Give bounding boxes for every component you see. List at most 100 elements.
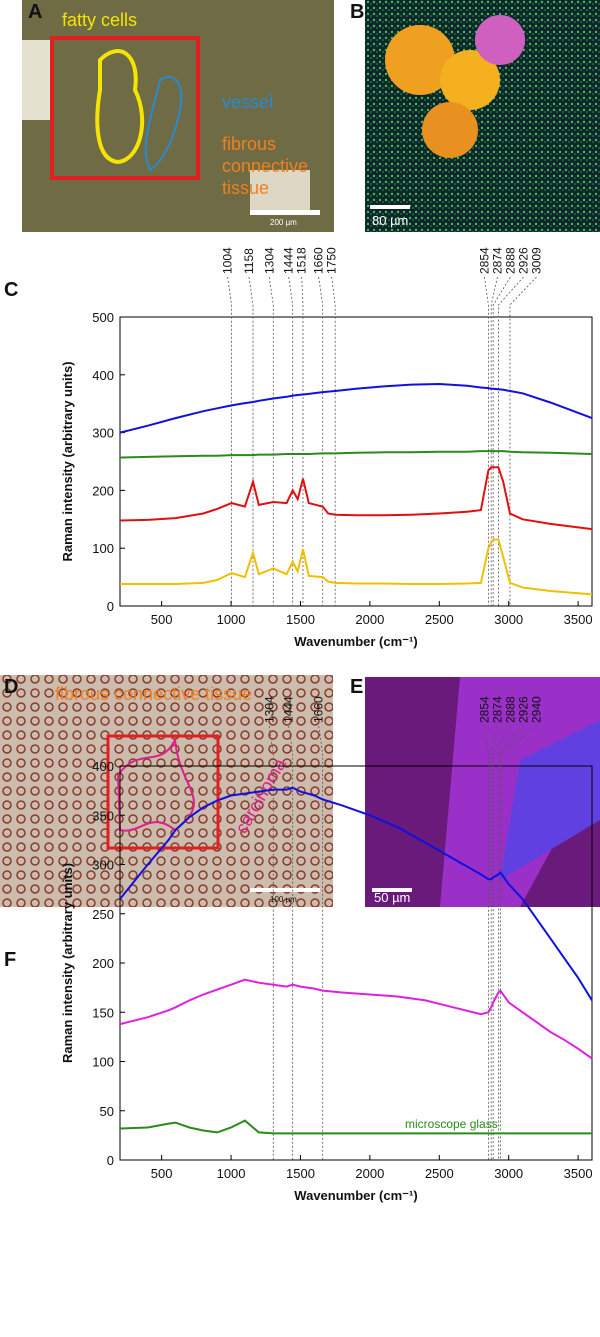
y-tick-label: 400 bbox=[92, 368, 114, 383]
y-tick-label: 350 bbox=[92, 808, 114, 823]
y-tick-label: 150 bbox=[92, 1005, 114, 1020]
panel-letter: A bbox=[28, 1, 42, 23]
panel-e: E 50 µm bbox=[350, 676, 600, 907]
peak-label: 1004 bbox=[221, 247, 235, 274]
blob bbox=[440, 50, 500, 110]
peak-label: 2926 bbox=[516, 696, 530, 723]
peak-label: 2874 bbox=[490, 247, 504, 274]
y-tick-label: 0 bbox=[107, 1153, 114, 1168]
blob bbox=[385, 25, 455, 95]
x-tick-label: 2000 bbox=[355, 612, 384, 627]
peak-line bbox=[331, 276, 336, 606]
scale-bar bbox=[250, 888, 320, 892]
peak-line bbox=[268, 276, 274, 606]
peak-line bbox=[492, 276, 511, 606]
x-tick-label: 3000 bbox=[494, 612, 523, 627]
peak-label: 1444 bbox=[282, 247, 296, 274]
scale-label: 50 µm bbox=[374, 890, 410, 905]
peak-line bbox=[484, 725, 489, 1160]
peak-line bbox=[490, 276, 498, 606]
scale-bar bbox=[372, 888, 412, 892]
series-line bbox=[119, 450, 593, 459]
x-tick-label: 2500 bbox=[425, 1166, 454, 1181]
peak-line bbox=[288, 276, 294, 606]
y-tick-label: 50 bbox=[100, 1104, 114, 1119]
x-axis-label: Wavenumber (cm⁻¹) bbox=[294, 1188, 417, 1203]
series-line bbox=[119, 978, 593, 1060]
x-tick-label: 1500 bbox=[286, 1166, 315, 1181]
series-line bbox=[119, 382, 593, 434]
peak-label: 2854 bbox=[477, 247, 491, 274]
peak-label: 3009 bbox=[529, 247, 543, 274]
x-tick-label: 1000 bbox=[217, 1166, 246, 1181]
y-tick-label: 250 bbox=[92, 907, 114, 922]
peak-label: 1518 bbox=[295, 247, 309, 274]
blob bbox=[475, 15, 525, 65]
series-line bbox=[120, 538, 593, 596]
peak-line bbox=[509, 276, 537, 606]
peak-label: 2888 bbox=[503, 247, 517, 274]
peak-label: 2888 bbox=[503, 696, 517, 723]
roi-box bbox=[50, 36, 200, 180]
x-tick-label: 500 bbox=[151, 612, 173, 627]
y-axis-label: Raman intensity (arbitrary units) bbox=[60, 863, 75, 1063]
panel-letter: E bbox=[350, 676, 363, 698]
peak-line bbox=[248, 276, 254, 606]
scale-bar bbox=[370, 205, 410, 209]
panel-letter: C bbox=[4, 279, 18, 301]
peak-line bbox=[490, 725, 498, 1160]
x-tick-label: 3500 bbox=[564, 1166, 593, 1181]
peak-line bbox=[499, 725, 537, 1160]
peak-label: 1444 bbox=[282, 696, 296, 723]
peak-label: 1304 bbox=[262, 247, 276, 274]
peak-label: 1660 bbox=[312, 696, 326, 723]
y-tick-label: 300 bbox=[92, 426, 114, 441]
label: vessel bbox=[222, 92, 273, 112]
label: fibrous bbox=[222, 134, 276, 154]
label: fibrous connective tissue bbox=[55, 684, 252, 704]
label: fatty cells bbox=[62, 10, 137, 30]
peak-label: 2854 bbox=[477, 696, 491, 723]
peak-line bbox=[492, 725, 511, 1160]
y-tick-label: 100 bbox=[92, 541, 114, 556]
label: tissue bbox=[222, 178, 269, 198]
blob bbox=[422, 102, 478, 158]
x-tick-label: 2000 bbox=[355, 1166, 384, 1181]
peak-label: 1304 bbox=[262, 696, 276, 723]
y-tick-label: 200 bbox=[92, 483, 114, 498]
panel-b: B 80 µm bbox=[350, 0, 600, 232]
micrograph bbox=[0, 675, 333, 907]
x-tick-label: 3000 bbox=[494, 1166, 523, 1181]
scale-label: 200 µm bbox=[270, 218, 297, 227]
peak-label: 1750 bbox=[325, 247, 339, 274]
x-tick-label: 3500 bbox=[564, 612, 593, 627]
x-tick-label: 500 bbox=[151, 1166, 173, 1181]
series-line bbox=[119, 786, 593, 1001]
peak-line bbox=[301, 276, 304, 606]
peak-line bbox=[498, 725, 524, 1160]
region bbox=[500, 720, 600, 880]
y-tick-label: 200 bbox=[92, 956, 114, 971]
y-tick-label: 0 bbox=[107, 599, 114, 614]
series-line bbox=[119, 1119, 592, 1135]
peak-line bbox=[288, 725, 294, 1160]
annotation: microscope glass bbox=[405, 1117, 498, 1131]
panel-letter: D bbox=[4, 676, 18, 698]
y-tick-label: 500 bbox=[92, 310, 114, 325]
peak-line bbox=[498, 276, 524, 606]
x-tick-label: 1500 bbox=[286, 612, 315, 627]
peak-label: 2940 bbox=[529, 696, 543, 723]
outline bbox=[116, 736, 195, 832]
peak-line bbox=[318, 276, 324, 606]
scale-label: 100 µm bbox=[270, 895, 297, 904]
x-axis-label: Wavenumber (cm⁻¹) bbox=[294, 634, 417, 649]
cell bbox=[250, 170, 310, 210]
plot-frame bbox=[119, 316, 593, 607]
peak-label: 1660 bbox=[312, 247, 326, 274]
peak-label: 1158 bbox=[242, 248, 256, 274]
peak-line bbox=[227, 276, 233, 606]
outline bbox=[144, 75, 183, 172]
peak-line bbox=[268, 725, 274, 1160]
